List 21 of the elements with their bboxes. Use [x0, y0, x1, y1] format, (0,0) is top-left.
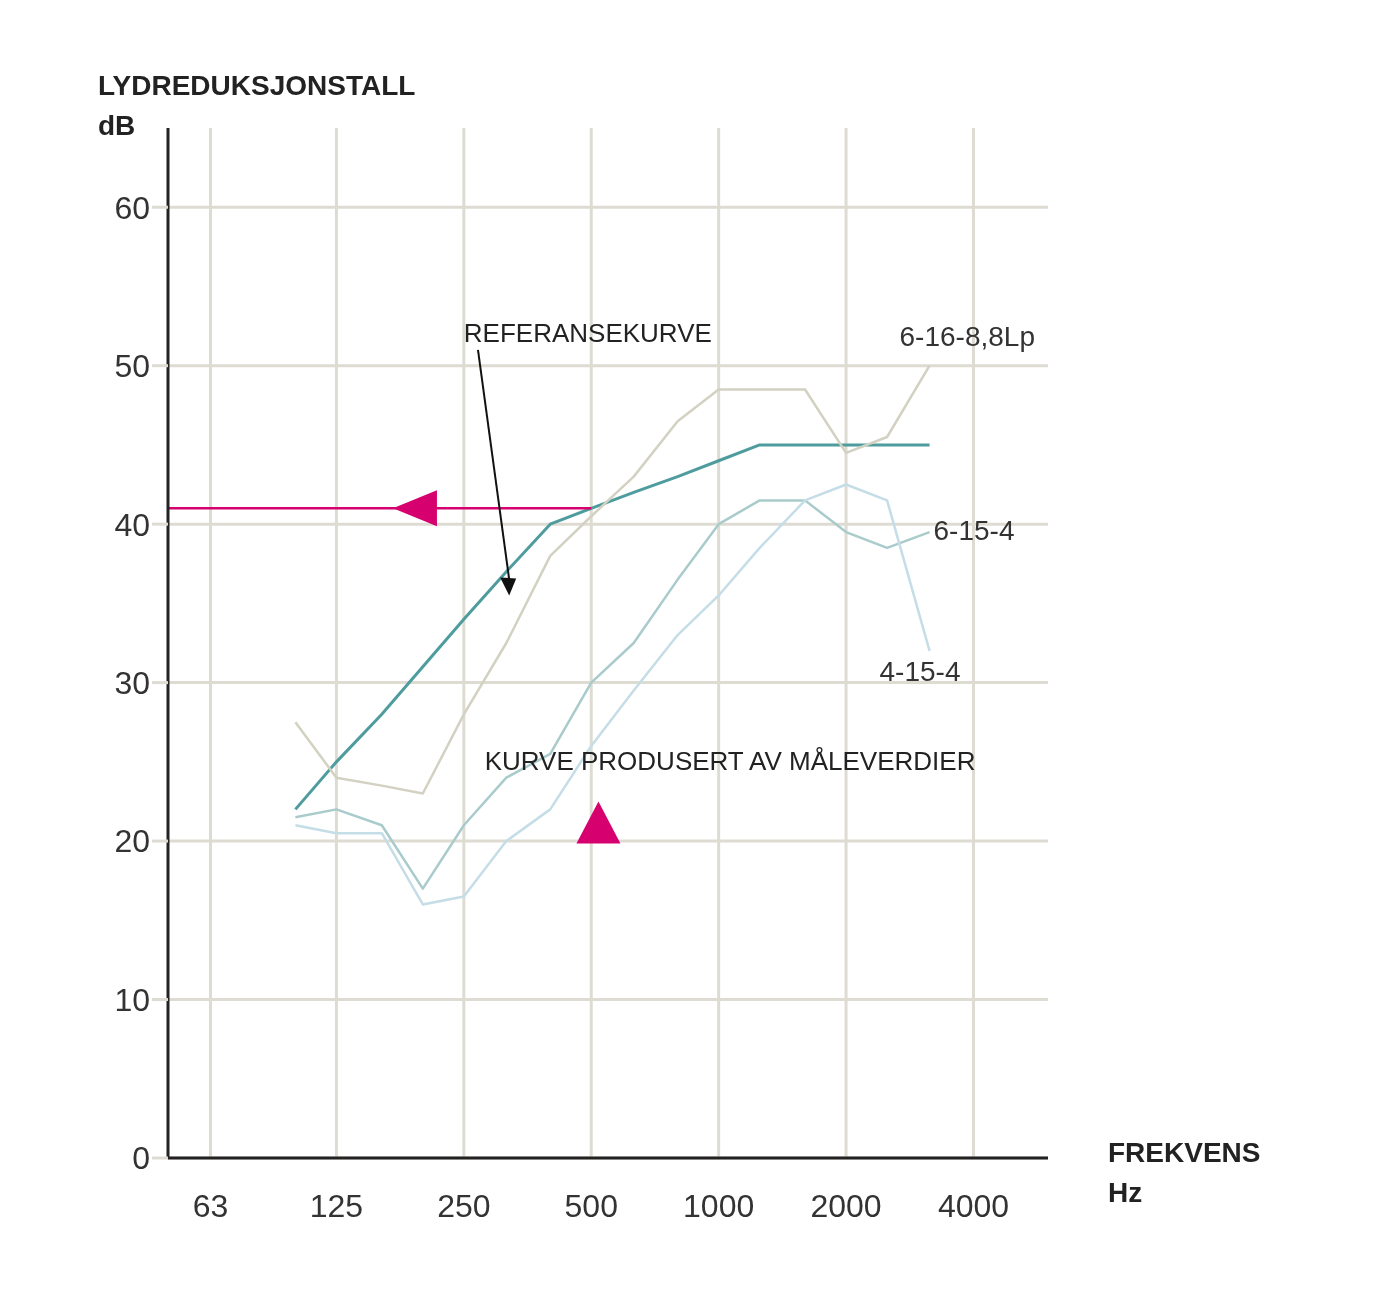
- x-tick-label: 2000: [810, 1187, 882, 1224]
- y-axis-title: LYDREDUKSJONSTALL dB: [98, 69, 416, 143]
- x-tick-label: 63: [192, 1187, 229, 1224]
- x-tick-label: 1000: [683, 1187, 755, 1224]
- x-tick-label: 250: [437, 1187, 491, 1224]
- y-tick-label: 40: [114, 506, 150, 543]
- x-tick-label: 500: [564, 1187, 618, 1224]
- y-tick-label: 50: [114, 348, 150, 385]
- y-tick-label: 60: [114, 189, 150, 226]
- y-tick-label: 20: [114, 823, 150, 860]
- series-label: 4-15-4: [879, 655, 961, 687]
- x-axis-title: FREKVENS Hz: [1108, 1136, 1261, 1210]
- x-tick-label: 125: [309, 1187, 364, 1224]
- series-label: 6-15-4: [933, 515, 1015, 547]
- annotation: REFERANSEKURVE: [463, 318, 712, 349]
- annotation: KURVE PRODUSERT AV MÅLEVERDIER: [484, 745, 976, 777]
- series-label: 6-16-8,8Lp: [899, 320, 1035, 352]
- y-tick-label: 10: [114, 981, 150, 1018]
- x-tick-label: 4000: [937, 1187, 1010, 1224]
- y-tick-label: 0: [132, 1140, 150, 1177]
- y-tick-label: 30: [114, 664, 150, 701]
